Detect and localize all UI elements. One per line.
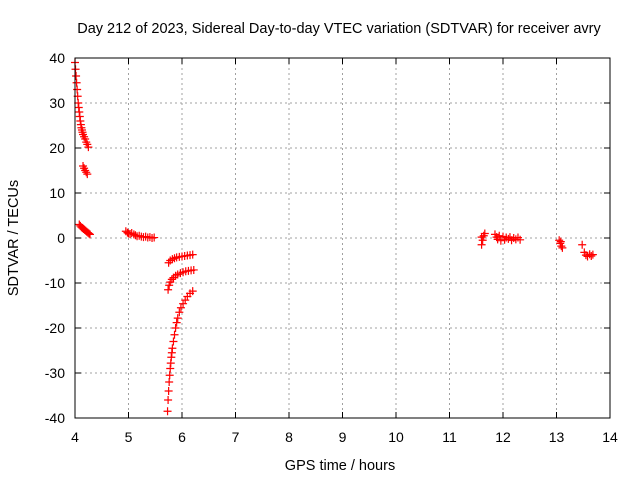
data-point — [82, 168, 91, 177]
data-point — [581, 251, 590, 260]
data-point — [176, 303, 185, 312]
data-point — [496, 236, 505, 245]
x-tick-label: 13 — [549, 429, 565, 445]
data-point — [167, 275, 176, 284]
data-point — [83, 170, 92, 179]
y-tick-label: 30 — [49, 95, 65, 111]
data-point — [71, 65, 80, 74]
x-tick-label: 8 — [285, 429, 293, 445]
data-point — [172, 318, 181, 327]
data-point — [163, 407, 172, 416]
y-tick-label: 10 — [49, 185, 65, 201]
data-point — [588, 250, 597, 259]
x-tick-label: 5 — [125, 429, 133, 445]
y-tick-label: 20 — [49, 140, 65, 156]
data-point — [72, 78, 81, 87]
data-point — [72, 72, 81, 80]
data-point — [165, 371, 174, 380]
x-tick-labels: 4 5 6 7 8 9 10 11 12 13 14 — [71, 429, 618, 445]
y-axis-label: SDTVAR / TECUs — [6, 180, 22, 296]
x-tick-label: 10 — [388, 429, 404, 445]
data-point — [587, 252, 596, 260]
data-point — [84, 143, 93, 152]
y-tick-label: 40 — [49, 50, 65, 66]
data-point — [188, 250, 197, 259]
x-tick-label: 14 — [602, 429, 618, 445]
data-point — [495, 231, 504, 240]
x-tick-label: 11 — [442, 429, 457, 445]
chart-title: Day 212 of 2023, Sidereal Day-to-day VTE… — [77, 21, 601, 37]
data-point — [175, 308, 184, 317]
x-tick-label: 4 — [71, 429, 79, 445]
data-point — [165, 378, 174, 386]
y-tick-labels: 40 30 20 10 0 -10 -20 -30 -40 — [45, 50, 65, 426]
data-point — [84, 229, 93, 238]
x-tick-label: 6 — [178, 429, 186, 445]
data-point — [150, 233, 159, 242]
data-points — [71, 58, 597, 416]
data-point — [173, 314, 182, 323]
data-point — [164, 396, 173, 404]
data-point — [578, 240, 587, 249]
data-point — [164, 387, 173, 395]
plot-frame — [74, 57, 611, 419]
data-point — [558, 243, 567, 252]
data-point — [164, 285, 173, 294]
data-point — [477, 233, 486, 242]
x-tick-label: 9 — [339, 429, 347, 445]
y-tick-label: -40 — [45, 410, 65, 426]
data-point — [171, 324, 180, 332]
data-point — [168, 344, 177, 353]
x-axis-label: GPS time / hours — [285, 458, 395, 474]
y-tick-label: -20 — [45, 320, 65, 336]
x-tick-label: 12 — [495, 429, 511, 445]
x-tick-label: 7 — [232, 429, 240, 445]
data-point — [189, 265, 198, 274]
data-point — [477, 240, 486, 249]
data-point — [169, 337, 178, 346]
y-tick-label: -10 — [45, 275, 65, 291]
data-point — [73, 85, 82, 94]
data-point — [188, 287, 197, 296]
y-tick-label: -30 — [45, 365, 65, 381]
y-tick-label: 0 — [57, 230, 65, 246]
data-point — [556, 237, 565, 246]
data-point — [170, 330, 179, 339]
data-point — [85, 230, 94, 239]
data-point — [516, 235, 525, 244]
